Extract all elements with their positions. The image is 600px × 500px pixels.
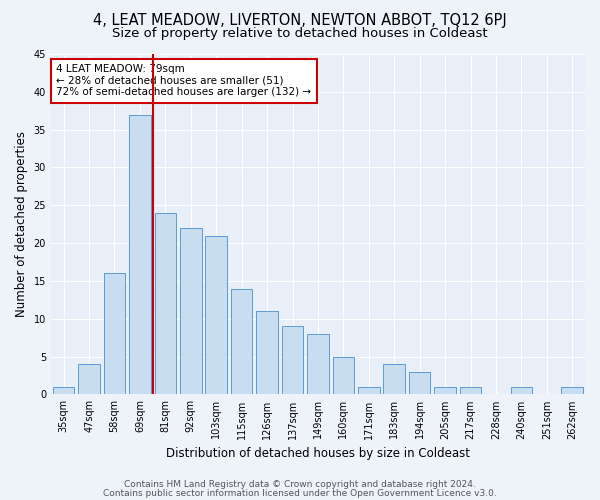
Bar [511, 387, 532, 394]
Bar [460, 387, 481, 394]
Bar [562, 387, 583, 394]
X-axis label: Distribution of detached houses by size in Coldeast: Distribution of detached houses by size … [166, 447, 470, 460]
Text: Size of property relative to detached houses in Coldeast: Size of property relative to detached ho… [112, 28, 488, 40]
Bar [434, 387, 456, 394]
Bar [53, 387, 74, 394]
Text: 4 LEAT MEADOW: 79sqm
← 28% of detached houses are smaller (51)
72% of semi-detac: 4 LEAT MEADOW: 79sqm ← 28% of detached h… [56, 64, 311, 98]
Bar [78, 364, 100, 394]
Bar [180, 228, 202, 394]
Bar [409, 372, 430, 394]
Bar [155, 213, 176, 394]
Bar [383, 364, 405, 394]
Bar [307, 334, 329, 394]
Bar [104, 274, 125, 394]
Bar [129, 114, 151, 394]
Y-axis label: Number of detached properties: Number of detached properties [15, 131, 28, 317]
Bar [231, 288, 253, 395]
Text: Contains HM Land Registry data © Crown copyright and database right 2024.: Contains HM Land Registry data © Crown c… [124, 480, 476, 489]
Bar [256, 311, 278, 394]
Bar [205, 236, 227, 394]
Bar [282, 326, 304, 394]
Bar [358, 387, 380, 394]
Text: 4, LEAT MEADOW, LIVERTON, NEWTON ABBOT, TQ12 6PJ: 4, LEAT MEADOW, LIVERTON, NEWTON ABBOT, … [93, 12, 507, 28]
Bar [332, 356, 354, 395]
Text: Contains public sector information licensed under the Open Government Licence v3: Contains public sector information licen… [103, 489, 497, 498]
